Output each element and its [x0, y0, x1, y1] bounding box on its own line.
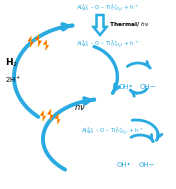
Text: OH•: OH• [117, 162, 131, 168]
Polygon shape [55, 114, 60, 124]
Text: Al$^{3+}_{(Al)}$ – O – Ti$^{2+}_{(TiO_2)}$ + h$^+$: Al$^{3+}_{(Al)}$ – O – Ti$^{2+}_{(TiO_2)… [81, 126, 144, 137]
Text: 2H$^+$: 2H$^+$ [5, 75, 21, 85]
Text: $h\nu$: $h\nu$ [74, 101, 86, 112]
FancyArrow shape [93, 15, 106, 35]
Text: Al$^{3+}_{(Al)}$ – O – Ti$^{3+}_{(TiO_2)}$ + h$^+$: Al$^{3+}_{(Al)}$ – O – Ti$^{3+}_{(TiO_2)… [76, 39, 140, 50]
Text: Al$^{3+}_{(Al)}$ – O – Ti$^{4+}_{(TiO_2)}$ + h$^+$: Al$^{3+}_{(Al)}$ – O – Ti$^{4+}_{(TiO_2)… [76, 3, 140, 14]
Text: Thermal/ $h\nu$: Thermal/ $h\nu$ [109, 20, 149, 28]
Polygon shape [43, 40, 49, 50]
Polygon shape [40, 111, 46, 121]
Polygon shape [47, 109, 53, 121]
Text: H$_2$: H$_2$ [5, 57, 18, 69]
Text: OH−: OH− [139, 162, 155, 168]
Polygon shape [28, 36, 33, 47]
Text: OH•: OH• [119, 84, 133, 90]
Text: OH−: OH− [140, 84, 156, 90]
Polygon shape [35, 35, 42, 47]
